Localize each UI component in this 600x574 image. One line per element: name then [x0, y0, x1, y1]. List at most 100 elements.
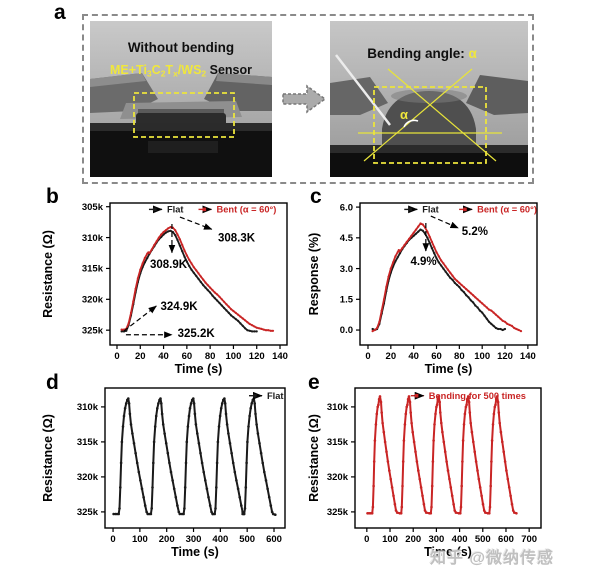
probe-needle — [335, 54, 391, 126]
svg-text:0: 0 — [364, 534, 369, 545]
svg-text:Flat: Flat — [422, 205, 439, 215]
svg-text:400: 400 — [452, 534, 468, 545]
svg-text:308.3K: 308.3K — [218, 232, 256, 244]
svg-text:315k: 315k — [327, 437, 349, 448]
sensor-top-edge — [138, 109, 224, 115]
svg-text:0: 0 — [365, 351, 370, 362]
svg-text:300: 300 — [428, 534, 444, 545]
angle-arc — [403, 119, 419, 128]
chart-b-resistance-vs-time: 0 20 40 60 80 100 120 140 305k 310k 315k 320k 325k Ti… — [41, 202, 288, 376]
svg-text:325.2K: 325.2K — [178, 328, 216, 340]
svg-text:310k: 310k — [77, 402, 99, 413]
svg-text:120: 120 — [249, 351, 265, 362]
svg-text:5.2%: 5.2% — [462, 226, 488, 238]
svg-text:60: 60 — [431, 351, 442, 362]
svg-text:315k: 315k — [77, 437, 99, 448]
svg-text:Time (s): Time (s) — [424, 545, 472, 559]
roi-dashed-box — [373, 86, 487, 164]
svg-text:400: 400 — [212, 534, 228, 545]
angle-alpha-label: α — [400, 107, 408, 122]
svg-text:200: 200 — [405, 534, 421, 545]
svg-text:500: 500 — [475, 534, 491, 545]
panel-label-c: c — [310, 185, 322, 208]
svg-text:100: 100 — [132, 534, 148, 545]
panel-label-a: a — [54, 1, 66, 24]
svg-text:Time (s): Time (s) — [175, 362, 223, 376]
svg-text:310k: 310k — [82, 233, 104, 244]
chart-c-response-vs-time: 0 20 40 60 80 100 120 140 0.0 1.5 3.0 4.5 6.0 Time (s… — [307, 202, 538, 376]
svg-text:20: 20 — [135, 351, 146, 362]
photo-sensor-bent: α Bending angle: α — [330, 21, 528, 177]
svg-text:325k: 325k — [327, 507, 349, 518]
bottom-block — [148, 141, 218, 153]
svg-text:200: 200 — [159, 534, 175, 545]
svg-text:300: 300 — [186, 534, 202, 545]
svg-text:Bending for 500 times: Bending for 500 times — [429, 391, 526, 401]
svg-text:140: 140 — [272, 351, 288, 362]
svg-text:100: 100 — [226, 351, 242, 362]
photo-bottom-band — [330, 153, 528, 177]
svg-text:Resistance (Ω): Resistance (Ω) — [41, 414, 55, 502]
svg-text:6.0: 6.0 — [340, 202, 353, 213]
svg-text:600: 600 — [498, 534, 514, 545]
photo-title-flat: Without bending — [128, 40, 234, 55]
bent-sensor-dome — [382, 91, 476, 153]
svg-text:4.9%: 4.9% — [410, 256, 436, 268]
svg-text:500: 500 — [239, 534, 255, 545]
panel-label-e: e — [308, 371, 320, 394]
svg-text:320k: 320k — [82, 295, 104, 306]
svg-text:700: 700 — [521, 534, 537, 545]
svg-text:3.0: 3.0 — [340, 264, 353, 275]
svg-text:0.0: 0.0 — [340, 325, 353, 336]
svg-text:Bent (α = 60°): Bent (α = 60°) — [477, 205, 537, 215]
svg-text:Flat: Flat — [267, 391, 284, 401]
svg-text:40: 40 — [408, 351, 419, 362]
left-clamp-highlight — [90, 73, 146, 87]
svg-text:320k: 320k — [77, 472, 99, 483]
svg-text:60: 60 — [182, 351, 193, 362]
svg-text:325k: 325k — [82, 325, 104, 336]
chart-e-bending-cycles: 0 100 200 300 400 500 600 700 310k 315k 320k 325k Ti… — [307, 387, 542, 559]
right-clamp-shape — [466, 75, 528, 115]
watermark: 知乎 @微纳传感 — [430, 550, 555, 567]
svg-text:Bent (α = 60°): Bent (α = 60°) — [217, 205, 277, 215]
panel-a-dashed-border — [82, 14, 534, 184]
photo-title-bent-text: Bending angle: — [367, 46, 468, 61]
svg-text:Time (s): Time (s) — [171, 545, 219, 559]
right-clamp-highlight — [216, 73, 272, 85]
photo-sensor-flat: Without bending ME+Ti3C2Tx/WS2 Sensor — [90, 21, 272, 177]
svg-text:Response (%): Response (%) — [307, 233, 321, 316]
svg-text:140: 140 — [520, 351, 536, 362]
svg-text:40: 40 — [158, 351, 169, 362]
rubble-strip — [90, 123, 272, 133]
svg-text:Flat: Flat — [167, 205, 184, 215]
svg-text:120: 120 — [497, 351, 513, 362]
svg-text:100: 100 — [474, 351, 490, 362]
svg-text:1.5: 1.5 — [340, 295, 354, 306]
svg-text:324.9K: 324.9K — [160, 301, 198, 313]
svg-text:308.9K: 308.9K — [150, 259, 188, 271]
dome-highlight — [391, 89, 467, 103]
svg-text:600: 600 — [266, 534, 282, 545]
svg-text:320k: 320k — [327, 472, 349, 483]
svg-text:0: 0 — [114, 351, 119, 362]
angle-line-1 — [363, 68, 473, 162]
rubble-strip — [330, 145, 528, 155]
photo-title-bent: Bending angle: α — [367, 46, 477, 61]
svg-text:0: 0 — [110, 534, 115, 545]
svg-text:80: 80 — [454, 351, 465, 362]
panel-label-b: b — [46, 185, 59, 208]
sensor-formula-label: ME+Ti3C2Tx/WS2 Sensor — [110, 63, 252, 79]
svg-text:305k: 305k — [82, 202, 104, 213]
panel-label-d: d — [46, 371, 59, 394]
roi-dashed-box — [133, 92, 235, 138]
photo-bottom-band — [90, 131, 272, 177]
svg-text:100: 100 — [382, 534, 398, 545]
photo-title-bent-alpha: α — [468, 46, 477, 61]
angle-line-2 — [387, 68, 497, 162]
svg-text:315k: 315k — [82, 264, 104, 275]
svg-text:Resistance (Ω): Resistance (Ω) — [307, 414, 321, 502]
chart-d-flat-cycles: 0 100 200 300 400 500 600 310k 315k 320k 325k Time … — [41, 387, 286, 559]
svg-text:310k: 310k — [327, 402, 349, 413]
svg-text:Resistance (Ω): Resistance (Ω) — [41, 230, 55, 318]
